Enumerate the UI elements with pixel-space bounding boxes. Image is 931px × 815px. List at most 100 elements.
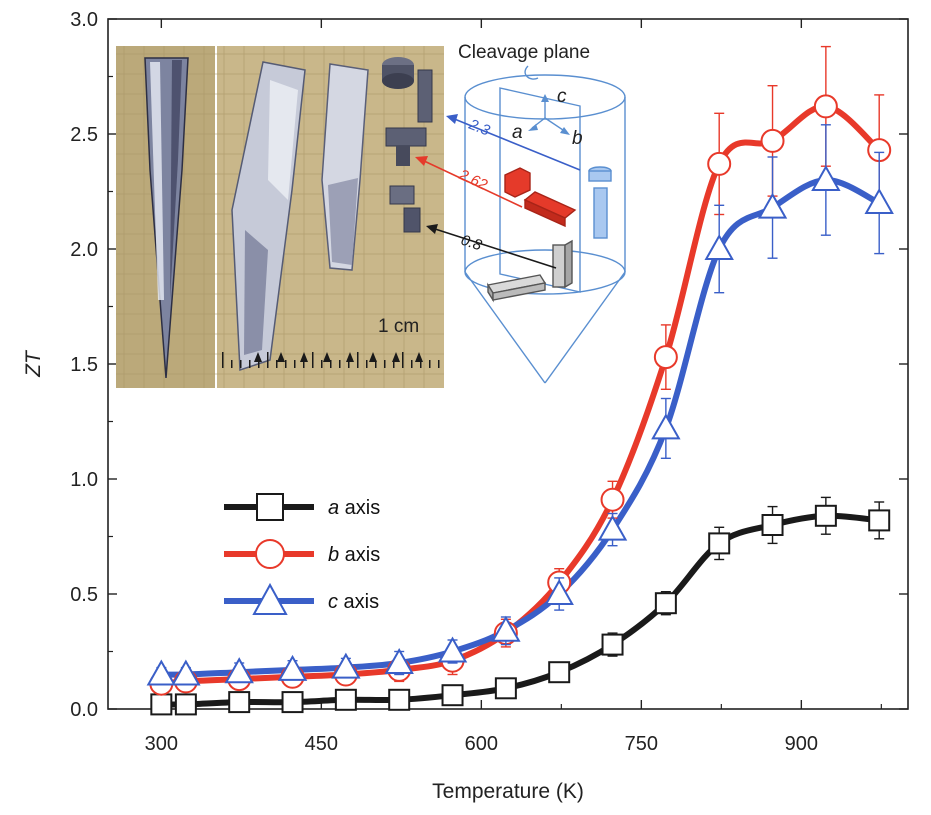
ruler-tick (258, 360, 260, 368)
ruler-marker (323, 352, 331, 362)
x-tick-label: 300 (145, 733, 178, 755)
ruler-tick (384, 360, 386, 368)
cleavage-label: Cleavage plane (458, 42, 590, 63)
annotation-arrows (415, 114, 581, 269)
ruler-tick (249, 360, 251, 368)
x-tick-label: 600 (465, 733, 498, 755)
series-c-point (651, 413, 681, 440)
series-c-point (757, 192, 788, 219)
series-a-point (761, 514, 784, 536)
x-axis-title: Temperature (K) (432, 780, 584, 803)
ruler-tick (294, 360, 296, 368)
series-c-point (146, 659, 177, 686)
ruler-tick (303, 360, 305, 368)
series-a-point (388, 688, 411, 711)
series-a-point (654, 592, 677, 615)
series-c-point (811, 164, 841, 191)
legend-c-label: c axis (328, 591, 379, 613)
series-a-point (868, 509, 891, 532)
legend-a-marker (256, 493, 284, 521)
tick-labels: 300 450 600 750 900 0.0 0.5 1.0 1.5 2.0 2.5 3.0 (70, 9, 818, 755)
ruler-tick (420, 360, 422, 368)
y-tick-label: 1.0 (70, 469, 98, 491)
series-a-point (228, 691, 251, 714)
crystal-photo-inset: 1 cm (116, 46, 444, 388)
series-c-point (491, 615, 521, 642)
legend-a-label: a axis (328, 497, 380, 519)
ruler-tick (393, 360, 395, 368)
series-a-point (494, 677, 517, 700)
y-tick-label: 1.5 (70, 354, 98, 376)
series-b-point (707, 151, 732, 176)
ruler-tick (330, 360, 332, 368)
series-c-point (384, 647, 414, 674)
ruler-tick (348, 360, 350, 368)
y-tick-label: 2.5 (70, 124, 98, 146)
ruler-tick (375, 360, 377, 368)
y-tick-label: 3.0 (70, 9, 98, 31)
series-b-point (653, 345, 678, 370)
x-tick-label: 900 (785, 733, 818, 755)
series-c-point (224, 657, 254, 684)
ruler-tick (312, 352, 314, 368)
ruler-tick (357, 352, 359, 368)
series-layer (146, 45, 894, 716)
annotation-c: 2.3 (466, 116, 493, 140)
scale-label: 1 cm (378, 316, 419, 337)
ruler-tick (222, 352, 224, 368)
ruler-tick (411, 360, 413, 368)
ruler-marker (254, 352, 262, 362)
ruler-tick (366, 360, 368, 368)
x-tick-label: 750 (625, 733, 658, 755)
ruler-tick (285, 360, 287, 368)
series-c-point (864, 187, 894, 214)
series-c-points (146, 124, 894, 686)
series-c-point (171, 659, 201, 686)
ruler-marker (277, 352, 285, 362)
series-a-points (150, 496, 891, 716)
annotation-a: 0.8 (459, 232, 485, 255)
ruler-tick (321, 360, 323, 368)
series-a-point (174, 693, 197, 716)
legend: a axis b axis c axis (224, 493, 380, 615)
ruler-marker (392, 352, 400, 362)
ruler-marker (415, 352, 423, 362)
series-a-point (150, 693, 173, 716)
series-b-point (760, 128, 785, 153)
crystal-axis-b: b (572, 128, 583, 149)
series-a-point (814, 504, 837, 527)
legend-c-marker (252, 582, 288, 615)
crystal-axis-c: c (557, 86, 567, 107)
series-a-point (708, 532, 731, 555)
ruler-marker (369, 352, 377, 362)
ruler-marker (300, 352, 308, 362)
ruler-tick (240, 360, 242, 368)
y-axis-title: ZT (22, 349, 45, 378)
series-c-point (704, 233, 734, 260)
series-a-point (601, 633, 624, 656)
series-a-point (548, 661, 571, 684)
series-c-point (544, 578, 574, 605)
legend-b-marker (255, 539, 285, 569)
series-c-point (277, 654, 308, 681)
y-tick-label: 0.0 (70, 699, 98, 721)
x-tick-label: 450 (305, 733, 338, 755)
series-c-line (158, 177, 883, 678)
ruler-tick (276, 360, 278, 368)
ruler-marker (346, 352, 354, 362)
ruler-tick (402, 352, 404, 368)
series-a-point (441, 684, 464, 707)
ruler-tick (438, 360, 440, 368)
series-a-point (334, 688, 357, 711)
ruler-tick (339, 360, 341, 368)
series-c-point (331, 652, 361, 679)
crystal-axis-a: a (512, 122, 523, 143)
cleavage-schematic (464, 65, 626, 384)
series-b-point (813, 94, 838, 119)
legend-b-label: b axis (328, 544, 380, 566)
ruler-tick (267, 352, 269, 368)
series-b-point (600, 487, 625, 512)
series-a-point (281, 691, 304, 714)
y-tick-label: 0.5 (70, 584, 98, 606)
